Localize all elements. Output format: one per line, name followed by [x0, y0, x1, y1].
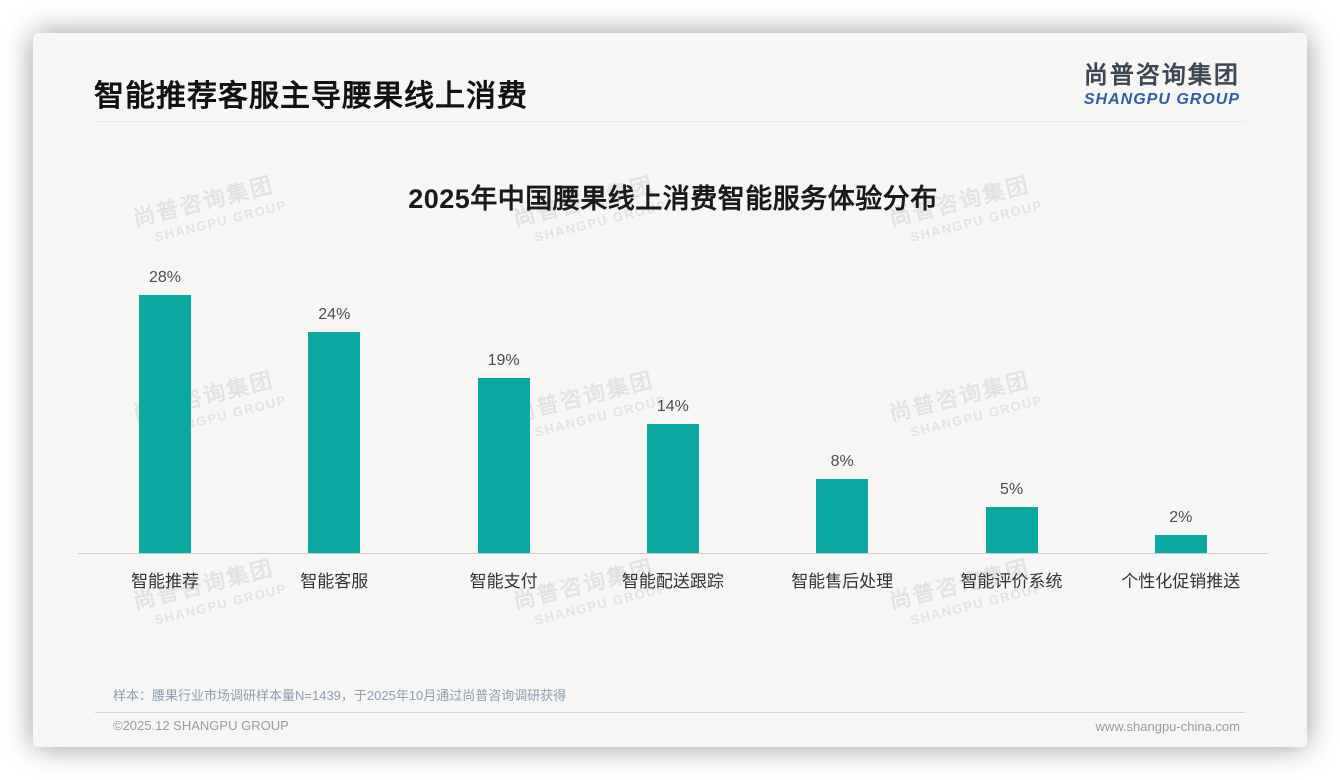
bar-value-label: 24%: [318, 306, 351, 323]
bar-value-label: 19%: [487, 352, 520, 369]
bar: [308, 332, 361, 553]
copyright-text: ©2025.12 SHANGPU GROUP: [113, 718, 289, 733]
footer-divider: [95, 712, 1245, 713]
bar-category-label: 智能客服: [300, 572, 369, 591]
bar: [646, 424, 699, 553]
bar-value-label: 28%: [148, 269, 182, 286]
website-url: www.shangpu-china.com: [1095, 719, 1240, 734]
company-logo-cn: 尚普咨询集团: [1083, 62, 1240, 89]
page-title: 智能推荐客服主导腰果线上消费: [94, 80, 528, 113]
bar: [985, 507, 1038, 553]
bar-category-label: 智能售后处理: [791, 572, 894, 591]
report-card: 智能推荐客服主导腰果线上消费 尚普咨询集团 SHANGPU GROUP 尚普咨询…: [33, 33, 1307, 747]
watermark-en: SHANGPU GROUP: [908, 392, 1045, 440]
bar-category-label: 智能评价系统: [960, 572, 1063, 591]
bar-value-label: 14%: [656, 398, 689, 415]
x-axis-line: [78, 553, 1268, 554]
company-logo-en: SHANGPU GROUP: [1083, 91, 1240, 108]
bar-category-label: 智能配送跟踪: [621, 572, 724, 591]
bar-category-label: 个性化促销推送: [1121, 572, 1241, 591]
bar-category-label: 智能支付: [469, 572, 538, 591]
bar: [139, 295, 191, 553]
bar: [1154, 535, 1207, 553]
bar-value-label: 5%: [999, 481, 1024, 498]
bar: [816, 479, 869, 553]
sample-note: 样本：腰果行业市场调研样本量N=1439，于2025年10月通过尚普咨询调研获得: [113, 688, 567, 703]
bar-value-label: 2%: [1169, 509, 1193, 526]
bar: [477, 378, 530, 553]
company-logo: 尚普咨询集团 SHANGPU GROUP: [1084, 55, 1240, 109]
bar-value-label: 8%: [830, 453, 854, 470]
watermark: 尚普咨询集团 SHANGPU GROUP: [885, 360, 1045, 443]
bar-category-label: 智能推荐: [131, 572, 199, 591]
chart-title: 2025年中国腰果线上消费智能服务体验分布: [408, 184, 938, 214]
header-divider: [95, 121, 1245, 122]
watermark-cn: 尚普咨询集团: [886, 367, 1033, 427]
watermark-cn: 尚普咨询集团: [510, 367, 657, 427]
